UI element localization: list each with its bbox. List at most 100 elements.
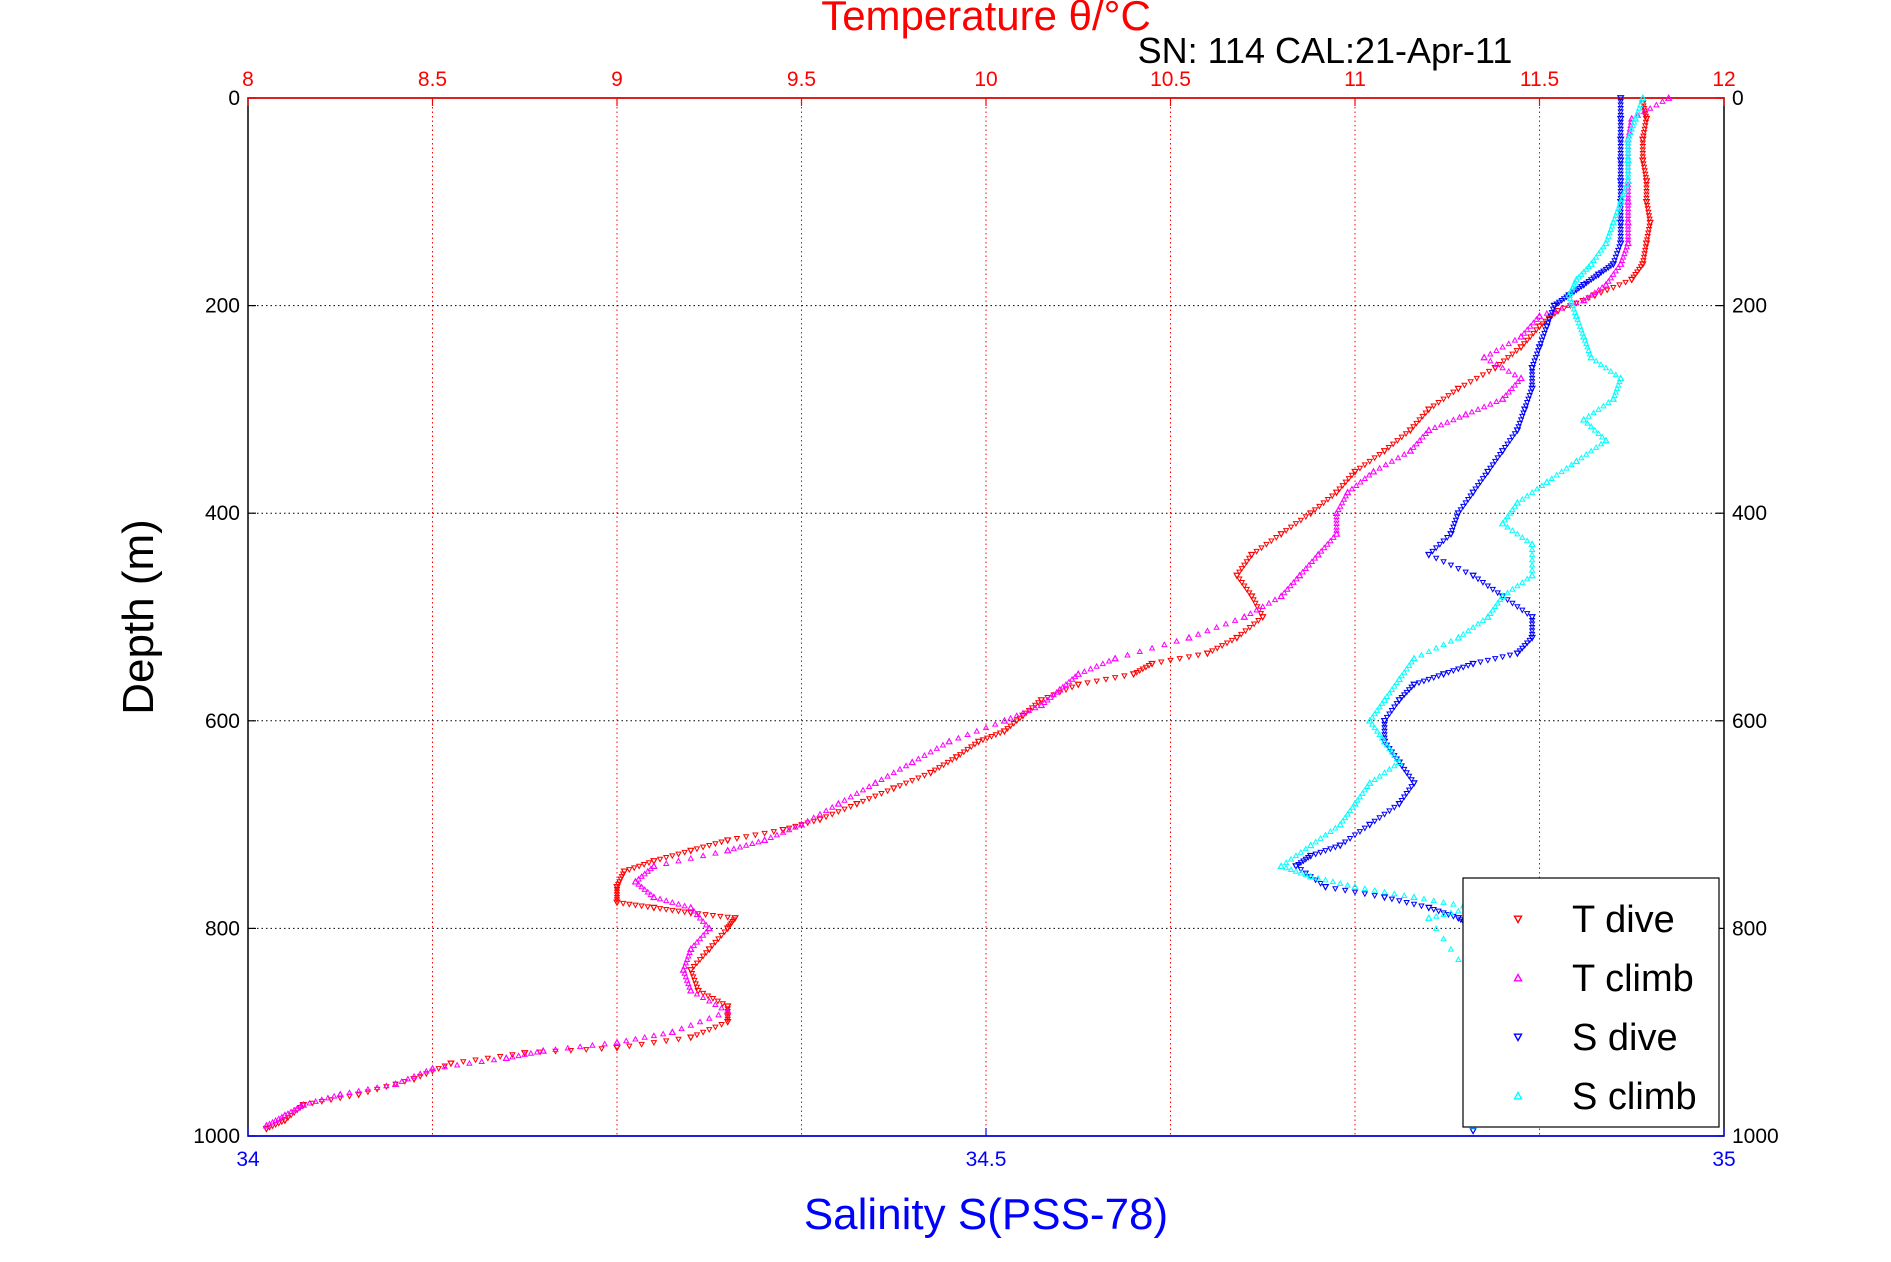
data-point-s-climb	[1376, 731, 1383, 738]
data-point-t-dive	[1435, 400, 1442, 406]
data-point-t-dive	[1639, 140, 1647, 147]
data-point-s-dive	[1544, 320, 1552, 327]
data-point-t-dive	[1639, 157, 1647, 165]
data-point-t-dive	[1062, 687, 1070, 694]
legend-label-s-dive: S dive	[1572, 1017, 1678, 1059]
data-point-s-dive	[1617, 150, 1624, 157]
depth-tick-label-right: 0	[1732, 87, 1744, 110]
data-point-s-climb	[1391, 682, 1398, 689]
data-point-t-climb	[1612, 267, 1620, 274]
data-point-t-climb	[683, 956, 691, 962]
data-point-t-climb	[1087, 665, 1094, 672]
data-point-t-climb	[1025, 706, 1033, 713]
data-point-t-climb	[509, 1053, 516, 1060]
data-point-t-climb	[1311, 554, 1319, 561]
data-point-t-climb	[669, 899, 676, 905]
data-point-t-dive	[926, 769, 935, 777]
data-point-t-dive	[681, 909, 688, 916]
data-point-s-dive	[1528, 621, 1536, 628]
data-point-s-dive	[1477, 659, 1484, 666]
data-point-s-climb	[1595, 250, 1602, 257]
data-point-s-climb	[1587, 353, 1595, 361]
data-point-t-climb	[964, 731, 971, 738]
data-point-t-climb	[1357, 478, 1364, 485]
data-point-t-climb	[706, 997, 713, 1004]
temperature-tick-label: 8.5	[418, 68, 447, 91]
data-point-t-dive	[1209, 648, 1216, 655]
data-point-s-dive	[1432, 545, 1440, 552]
data-point-s-dive	[1447, 531, 1455, 538]
data-point-s-climb	[1623, 181, 1631, 187]
temperature-tick-label: 10.5	[1150, 68, 1191, 91]
data-point-t-dive	[1121, 673, 1128, 680]
data-point-t-climb	[718, 1004, 725, 1011]
data-point-t-dive	[1236, 569, 1243, 576]
data-point-t-dive	[1643, 237, 1651, 244]
data-point-s-climb	[1430, 897, 1437, 904]
data-point-t-dive	[847, 804, 854, 810]
data-point-s-dive	[1424, 904, 1433, 912]
data-point-t-dive	[752, 832, 759, 839]
series	[262, 93, 1673, 1135]
data-point-s-dive	[1528, 631, 1536, 638]
data-point-t-climb	[1591, 289, 1599, 296]
data-point-s-dive	[1528, 385, 1536, 393]
data-point-s-climb	[1607, 367, 1615, 374]
data-point-t-climb	[346, 1089, 353, 1096]
data-point-t-climb	[1348, 485, 1356, 492]
data-point-s-dive	[1462, 500, 1469, 507]
data-point-t-climb	[1365, 471, 1373, 478]
data-point-s-dive	[1452, 517, 1460, 524]
data-point-s-dive	[1546, 317, 1553, 323]
data-point-s-dive	[1454, 510, 1463, 518]
data-point-t-dive	[1445, 393, 1452, 399]
data-point-t-dive	[1642, 198, 1651, 206]
data-point-s-climb	[1297, 848, 1305, 855]
data-point-t-climb	[601, 1040, 608, 1047]
data-point-t-climb	[662, 897, 670, 904]
data-point-s-dive	[1547, 313, 1554, 320]
data-point-t-climb	[1605, 277, 1612, 284]
data-point-s-dive	[1617, 130, 1624, 137]
data-point-t-dive	[1610, 285, 1617, 291]
data-point-s-climb	[1365, 779, 1374, 786]
data-point-s-climb	[1578, 326, 1585, 333]
data-point-t-climb	[287, 1108, 295, 1115]
data-point-t-dive	[908, 778, 916, 784]
data-point-t-climb	[269, 1118, 276, 1125]
data-point-s-climb	[1371, 710, 1378, 717]
data-point-t-dive	[1643, 182, 1650, 188]
temperature-tick-label: 9.5	[787, 68, 816, 91]
data-point-s-dive	[1469, 660, 1477, 668]
data-point-t-dive	[1243, 586, 1251, 593]
data-point-s-dive	[1386, 711, 1393, 718]
data-point-t-climb	[1517, 332, 1525, 340]
data-point-s-climb	[1575, 319, 1583, 326]
data-point-t-climb	[884, 772, 891, 779]
data-point-s-dive	[1616, 240, 1625, 248]
data-point-t-dive	[1430, 403, 1437, 410]
data-point-s-climb	[1400, 892, 1408, 898]
data-point-t-dive	[702, 950, 710, 957]
data-point-t-dive	[1176, 656, 1183, 662]
data-point-t-climb	[1013, 712, 1020, 719]
data-point-t-climb	[1335, 506, 1342, 513]
data-point-t-climb	[699, 994, 707, 1001]
data-point-t-climb	[1664, 93, 1673, 101]
data-point-t-climb	[1361, 475, 1369, 482]
data-point-t-dive	[1332, 489, 1341, 497]
data-point-t-climb	[312, 1097, 319, 1104]
data-point-s-dive	[1617, 213, 1624, 220]
data-point-s-dive	[1400, 766, 1408, 773]
data-point-s-climb	[1501, 516, 1509, 523]
data-point-s-climb	[1592, 357, 1600, 364]
data-point-s-dive	[1380, 894, 1389, 902]
data-point-t-dive	[1424, 406, 1433, 414]
data-point-s-dive	[1317, 881, 1324, 887]
data-point-t-dive	[694, 987, 702, 995]
grid	[248, 98, 1724, 1136]
data-point-t-climb	[1343, 488, 1352, 496]
data-point-s-dive	[1405, 787, 1413, 794]
data-point-s-dive	[1515, 424, 1522, 431]
data-point-t-dive	[1339, 483, 1346, 489]
